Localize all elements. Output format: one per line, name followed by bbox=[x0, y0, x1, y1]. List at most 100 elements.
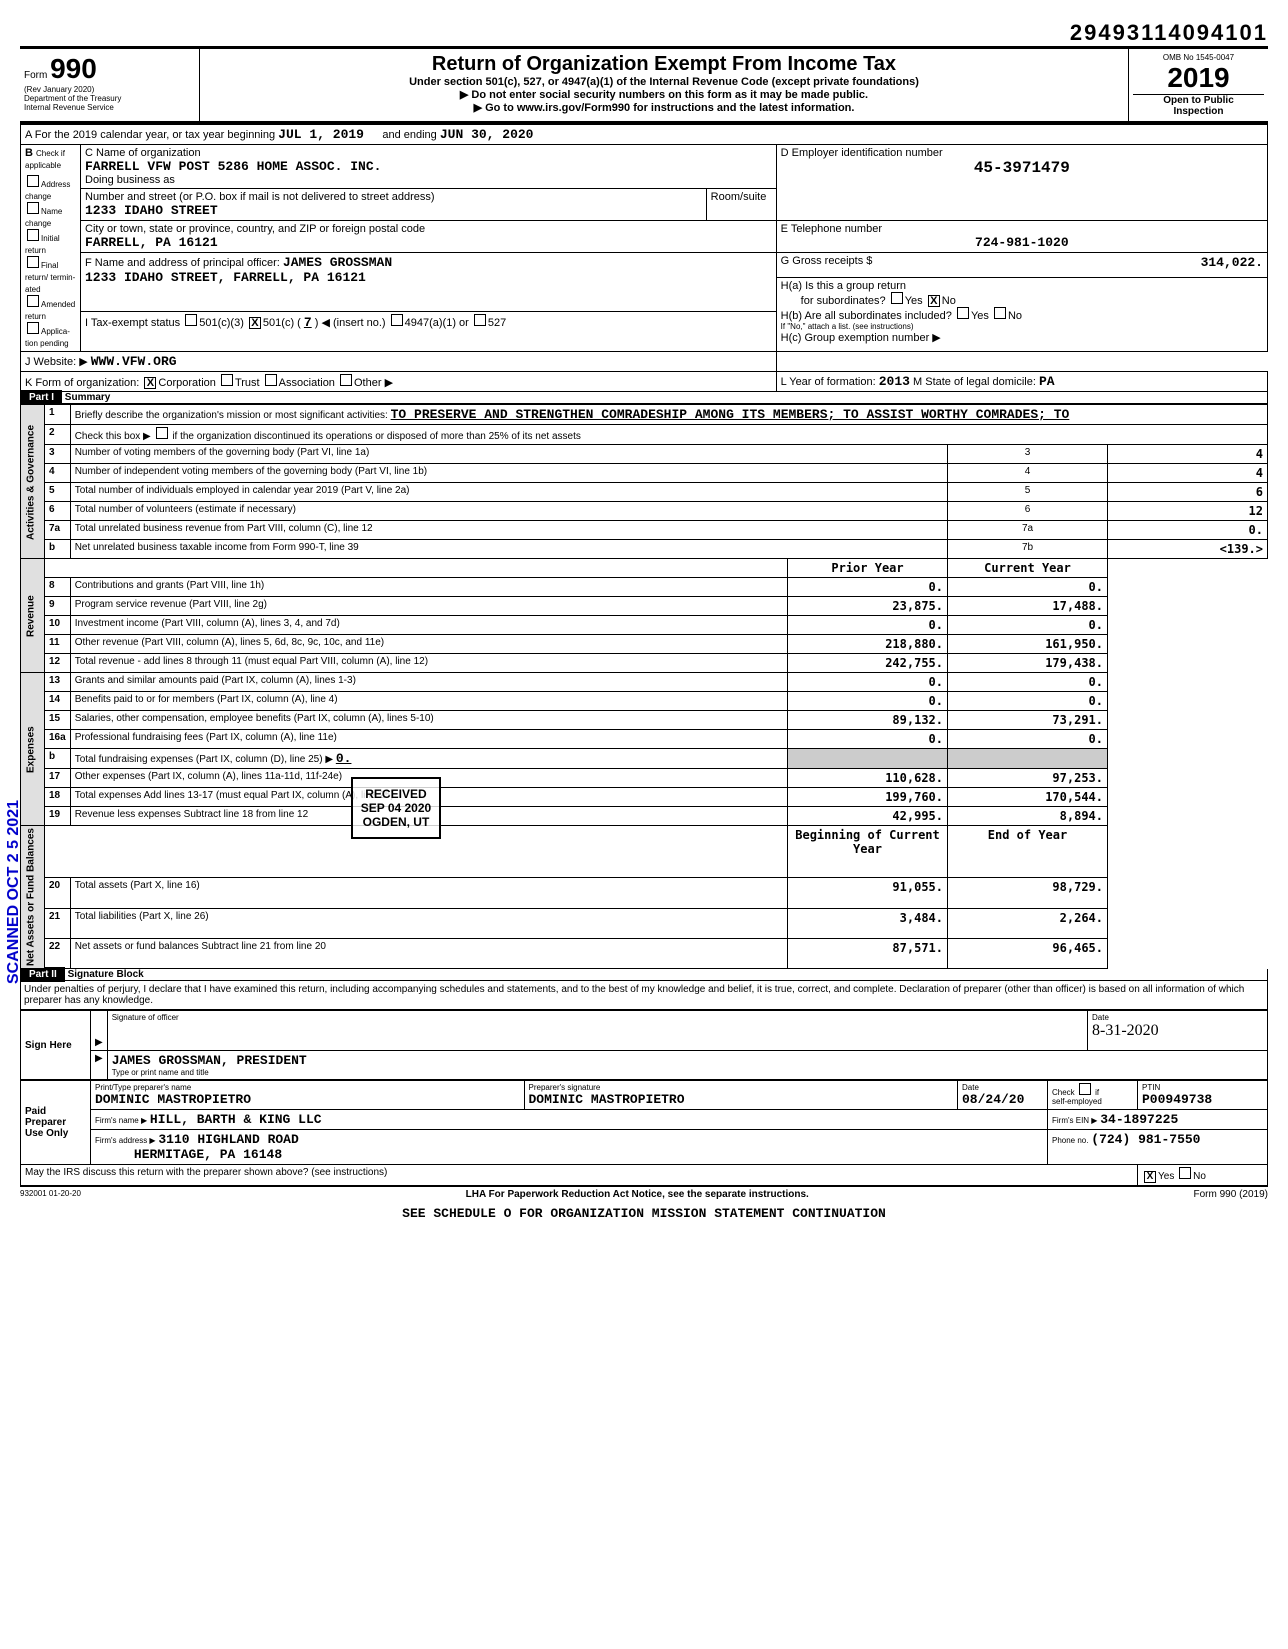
date-label: Date bbox=[1092, 1013, 1263, 1022]
r9-prior: 23,875. bbox=[788, 597, 948, 616]
hb-yes-chk[interactable] bbox=[957, 307, 969, 319]
hb-note: If "No," attach a list. (see instruction… bbox=[781, 322, 1263, 331]
r6-val: 12 bbox=[1108, 502, 1268, 521]
ha-no-chk[interactable]: X bbox=[928, 295, 940, 307]
r6-n: 6 bbox=[49, 504, 55, 515]
i-527-chk[interactable] bbox=[474, 314, 486, 326]
officer-addr: 1233 IDAHO STREET, FARRELL, PA 16121 bbox=[85, 270, 772, 285]
r19-label: Revenue less expenses Subtract line 18 f… bbox=[75, 809, 308, 820]
r22-prior: 87,571. bbox=[788, 938, 948, 968]
room-label: Room/suite bbox=[711, 191, 767, 203]
year-box: OMB No 1545-0047 2019 Open to Public Ins… bbox=[1128, 49, 1268, 121]
r7a-label: Total unrelated business revenue from Pa… bbox=[70, 521, 947, 540]
officer-name: JAMES GROSSMAN bbox=[283, 255, 392, 270]
r11-n: 11 bbox=[49, 637, 60, 648]
type-label: Type or print name and title bbox=[112, 1068, 1263, 1077]
sig-label: Signature of officer bbox=[112, 1013, 1083, 1022]
prep-sig: DOMINIC MASTROPIETRO bbox=[529, 1092, 954, 1107]
main-title: Return of Organization Exempt From Incom… bbox=[204, 53, 1124, 76]
c-label: C Name of organization bbox=[85, 147, 772, 159]
r19-n: 19 bbox=[49, 809, 60, 820]
subtitle: Under section 501(c), 527, or 4947(a)(1)… bbox=[204, 76, 1124, 88]
discuss-no-chk[interactable] bbox=[1179, 1167, 1191, 1179]
r7b-box: 7b bbox=[948, 540, 1108, 559]
ha-sub: for subordinates? bbox=[801, 295, 886, 307]
officer-line: JAMES GROSSMAN, PRESIDENT bbox=[112, 1053, 1263, 1068]
gov-label: Activities & Governance bbox=[21, 405, 45, 559]
k-assoc-chk[interactable] bbox=[265, 374, 277, 386]
k-other-chk[interactable] bbox=[340, 374, 352, 386]
r18-cur: 170,544. bbox=[948, 788, 1108, 807]
i-4947-chk[interactable] bbox=[391, 314, 403, 326]
hb-no-chk[interactable] bbox=[994, 307, 1006, 319]
prep-date: 08/24/20 bbox=[962, 1092, 1043, 1107]
prep-sig-label: Preparer's signature bbox=[529, 1083, 954, 1092]
d-label: D Employer identification number bbox=[781, 147, 1263, 159]
l-year: 2013 bbox=[879, 374, 910, 389]
header-table: A For the 2019 calendar year, or tax yea… bbox=[20, 124, 1268, 392]
r6-label: Total number of volunteers (estimate if … bbox=[70, 502, 947, 521]
received-stamp: RECEIVED SEP 04 2020 OGDEN, UT bbox=[351, 777, 442, 839]
footer-form: Form 990 (2019) bbox=[1194, 1189, 1268, 1200]
stamp-date: SEP 04 2020 bbox=[361, 801, 432, 815]
period-begin: JUL 1, 2019 bbox=[278, 127, 364, 142]
r5-label: Total number of individuals employed in … bbox=[70, 483, 947, 502]
i-label: I Tax-exempt status bbox=[85, 317, 180, 329]
j-label: J Website: ▶ bbox=[25, 356, 88, 368]
sig-date: 8-31-2020 bbox=[1092, 1022, 1263, 1040]
col-end: End of Year bbox=[988, 828, 1067, 842]
omb: OMB No 1545-0047 bbox=[1133, 53, 1264, 62]
chk-final[interactable] bbox=[27, 256, 39, 268]
chk-name[interactable] bbox=[27, 202, 39, 214]
chk-initial[interactable] bbox=[27, 229, 39, 241]
r20-cur: 98,729. bbox=[948, 878, 1108, 908]
period-end-label: and ending bbox=[382, 129, 436, 141]
r15-prior: 89,132. bbox=[788, 711, 948, 730]
discuss-yes-chk[interactable]: X bbox=[1144, 1171, 1156, 1183]
r14-label: Benefits paid to or for members (Part IX… bbox=[70, 692, 787, 711]
i-501c-chk[interactable]: X bbox=[249, 317, 261, 329]
k-corp-chk[interactable]: X bbox=[144, 377, 156, 389]
r7b-val: <139.> bbox=[1108, 540, 1268, 559]
r13-prior: 0. bbox=[788, 673, 948, 692]
chk-app[interactable] bbox=[27, 322, 39, 334]
check-label: Check bbox=[1052, 1088, 1075, 1097]
r16a-label: Professional fundraising fees (Part IX, … bbox=[70, 730, 787, 749]
line2-chk[interactable] bbox=[156, 427, 168, 439]
phone: 724-981-1020 bbox=[781, 235, 1263, 250]
r17-cur: 97,253. bbox=[948, 769, 1108, 788]
r12-n: 12 bbox=[49, 656, 60, 667]
k-trust-chk[interactable] bbox=[221, 374, 233, 386]
i-501c3-chk[interactable] bbox=[185, 314, 197, 326]
footer-see: SEE SCHEDULE O FOR ORGANIZATION MISSION … bbox=[20, 1206, 1268, 1221]
col-current: Current Year bbox=[984, 561, 1071, 575]
r20-n: 20 bbox=[49, 880, 60, 891]
sig-table: Sign Here ▶ Signature of officer Date 8-… bbox=[20, 1010, 1268, 1080]
discuss: May the IRS discuss this return with the… bbox=[21, 1165, 1138, 1186]
r7b-n: b bbox=[49, 542, 55, 553]
r3-val: 4 bbox=[1108, 445, 1268, 464]
r21-n: 21 bbox=[49, 911, 60, 922]
period-label: A For the 2019 calendar year, or tax yea… bbox=[25, 129, 275, 141]
chk-addr[interactable] bbox=[27, 175, 39, 187]
self-emp-chk[interactable] bbox=[1079, 1083, 1091, 1095]
r21-label: Total liabilities (Part X, line 26) bbox=[70, 908, 787, 938]
r9-label: Program service revenue (Part VIII, line… bbox=[70, 597, 787, 616]
r16a-cur: 0. bbox=[948, 730, 1108, 749]
dln: 29493114094101 bbox=[1070, 20, 1268, 46]
r14-n: 14 bbox=[49, 694, 60, 705]
r10-cur: 0. bbox=[948, 616, 1108, 635]
ha-yes-chk[interactable] bbox=[891, 292, 903, 304]
i-501c-num: 7 bbox=[304, 315, 312, 330]
r3-n: 3 bbox=[49, 447, 55, 458]
org-name: FARRELL VFW POST 5286 HOME ASSOC. INC. bbox=[85, 159, 772, 174]
period-end: JUN 30, 2020 bbox=[440, 127, 534, 142]
firm-name: HILL, BARTH & KING LLC bbox=[150, 1112, 322, 1127]
r9-cur: 17,488. bbox=[948, 597, 1108, 616]
chk-amended[interactable] bbox=[27, 295, 39, 307]
prep-name-label: Print/Type preparer's name bbox=[95, 1083, 520, 1092]
r16b-n: b bbox=[49, 751, 55, 762]
g-label: G Gross receipts $ bbox=[781, 255, 873, 267]
r10-n: 10 bbox=[49, 618, 60, 629]
r12-cur: 179,438. bbox=[948, 654, 1108, 673]
